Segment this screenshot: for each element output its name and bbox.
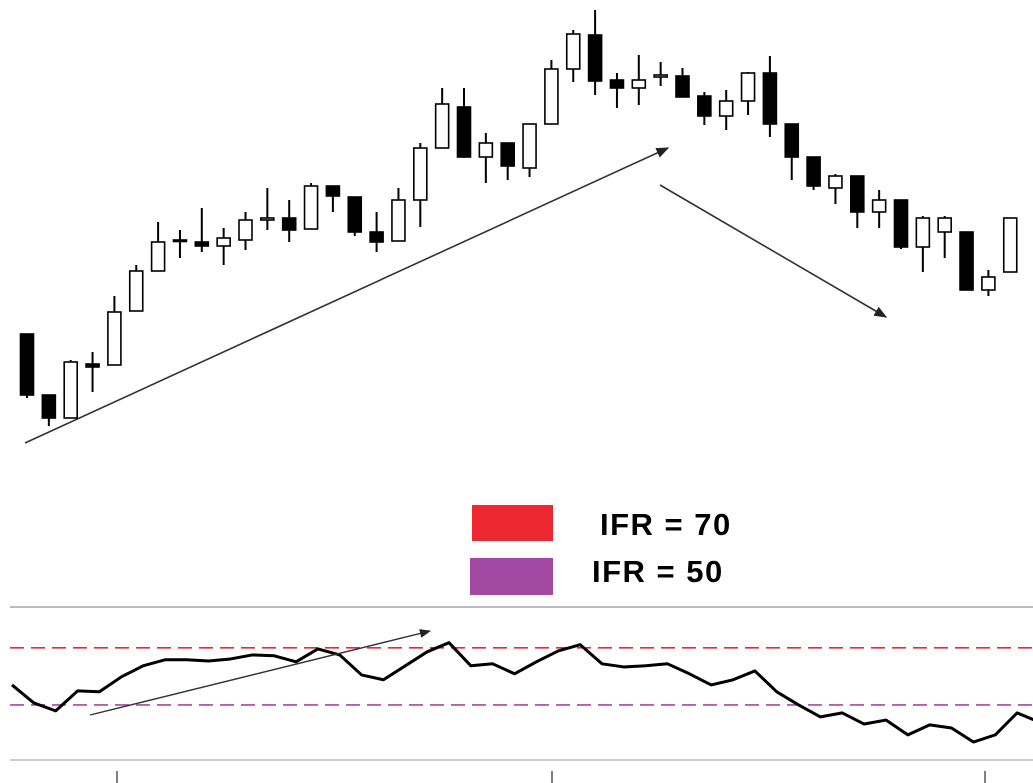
candle-body — [303, 185, 319, 230]
candle-body — [434, 103, 450, 149]
legend-label: IFR = 70 — [600, 507, 732, 542]
candle-body — [697, 95, 712, 117]
candle-body — [325, 185, 341, 197]
candle-body — [194, 241, 210, 247]
candle-body — [718, 100, 734, 117]
candle-body — [216, 237, 231, 247]
candle-body — [959, 231, 974, 291]
plot — [10, 10, 1033, 744]
candle-body — [456, 106, 472, 158]
candle-body — [544, 68, 559, 125]
candle-body — [128, 270, 144, 312]
candle-body — [500, 142, 516, 167]
candle-body — [478, 142, 494, 158]
candle-body — [1002, 217, 1018, 273]
candle-body — [981, 276, 996, 291]
candle-body — [281, 217, 297, 231]
trend-arrow — [659, 184, 888, 318]
candle-body — [19, 333, 35, 396]
candle-body — [107, 311, 122, 366]
candle-body — [893, 199, 909, 248]
candle-body — [41, 394, 57, 419]
candle-body — [369, 231, 384, 243]
candle-body — [871, 199, 887, 213]
candle-body — [740, 72, 756, 102]
trend-arrow — [24, 147, 670, 444]
candle-body — [828, 175, 843, 189]
candle-body — [806, 156, 821, 187]
trend-arrow — [89, 629, 432, 716]
candle-body — [609, 79, 625, 89]
candle-body — [849, 175, 865, 213]
legend-label: IFR = 50 — [592, 554, 724, 589]
candle-body — [238, 219, 253, 241]
legend-swatch — [470, 558, 553, 595]
candle-body — [565, 33, 581, 70]
candle-body — [85, 363, 100, 368]
legend-swatch — [472, 505, 553, 541]
candle-body — [915, 217, 931, 248]
candle-body — [150, 241, 166, 272]
rsi-line — [11, 641, 1033, 744]
candle-body — [260, 217, 275, 221]
candle-body — [347, 196, 363, 233]
candle-body — [653, 74, 668, 78]
candle-body — [587, 34, 603, 82]
candle-body — [412, 147, 428, 201]
candle-body — [937, 217, 953, 233]
candle-body — [172, 239, 188, 243]
candle-body — [522, 123, 537, 169]
candle-body — [762, 72, 778, 125]
candle-body — [391, 199, 406, 242]
candle-body — [631, 79, 647, 89]
candle-body — [63, 361, 78, 419]
candle-body — [784, 123, 800, 158]
candle-body — [675, 75, 690, 98]
